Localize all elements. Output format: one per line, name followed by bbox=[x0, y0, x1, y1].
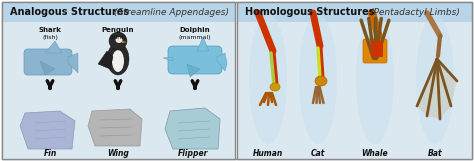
Polygon shape bbox=[20, 111, 75, 149]
FancyBboxPatch shape bbox=[363, 39, 387, 63]
Polygon shape bbox=[163, 57, 173, 61]
Ellipse shape bbox=[416, 14, 454, 144]
Polygon shape bbox=[122, 41, 127, 43]
Polygon shape bbox=[98, 51, 113, 69]
Ellipse shape bbox=[356, 14, 394, 144]
Text: Human: Human bbox=[253, 150, 283, 158]
FancyBboxPatch shape bbox=[2, 2, 472, 159]
Text: (mammal): (mammal) bbox=[179, 34, 211, 39]
Ellipse shape bbox=[315, 76, 327, 86]
Text: Wing: Wing bbox=[107, 150, 129, 158]
Polygon shape bbox=[217, 53, 227, 71]
Ellipse shape bbox=[116, 37, 122, 43]
Ellipse shape bbox=[249, 14, 287, 144]
Text: Penguin: Penguin bbox=[102, 27, 134, 33]
Polygon shape bbox=[45, 41, 62, 53]
FancyBboxPatch shape bbox=[2, 2, 235, 159]
Polygon shape bbox=[68, 53, 78, 73]
Polygon shape bbox=[187, 64, 200, 77]
Text: Dolphin: Dolphin bbox=[180, 27, 210, 33]
FancyBboxPatch shape bbox=[237, 2, 472, 159]
Polygon shape bbox=[197, 37, 209, 51]
Circle shape bbox=[109, 32, 127, 50]
FancyBboxPatch shape bbox=[168, 46, 222, 74]
Text: Homologous Structures: Homologous Structures bbox=[245, 7, 375, 17]
Text: Fin: Fin bbox=[44, 150, 56, 158]
Polygon shape bbox=[165, 108, 220, 149]
Text: Cat: Cat bbox=[311, 150, 325, 158]
Text: (bird): (bird) bbox=[109, 34, 127, 39]
Polygon shape bbox=[88, 109, 142, 146]
Ellipse shape bbox=[107, 43, 129, 75]
Text: Flipper: Flipper bbox=[178, 150, 208, 158]
Ellipse shape bbox=[112, 50, 124, 72]
Ellipse shape bbox=[299, 14, 337, 144]
FancyBboxPatch shape bbox=[24, 49, 72, 75]
Ellipse shape bbox=[270, 83, 280, 91]
Text: Whale: Whale bbox=[362, 150, 388, 158]
Text: (Pentadactyl Limbs): (Pentadactyl Limbs) bbox=[370, 8, 460, 16]
FancyBboxPatch shape bbox=[237, 2, 472, 22]
FancyBboxPatch shape bbox=[371, 41, 383, 57]
Text: (Streamline Appendages): (Streamline Appendages) bbox=[115, 8, 229, 16]
Text: Bat: Bat bbox=[428, 150, 442, 158]
Text: Analogous Structures: Analogous Structures bbox=[10, 7, 129, 17]
Polygon shape bbox=[40, 61, 55, 75]
Text: (fish): (fish) bbox=[42, 34, 58, 39]
Text: Shark: Shark bbox=[38, 27, 62, 33]
FancyBboxPatch shape bbox=[2, 2, 235, 22]
Polygon shape bbox=[417, 59, 457, 119]
